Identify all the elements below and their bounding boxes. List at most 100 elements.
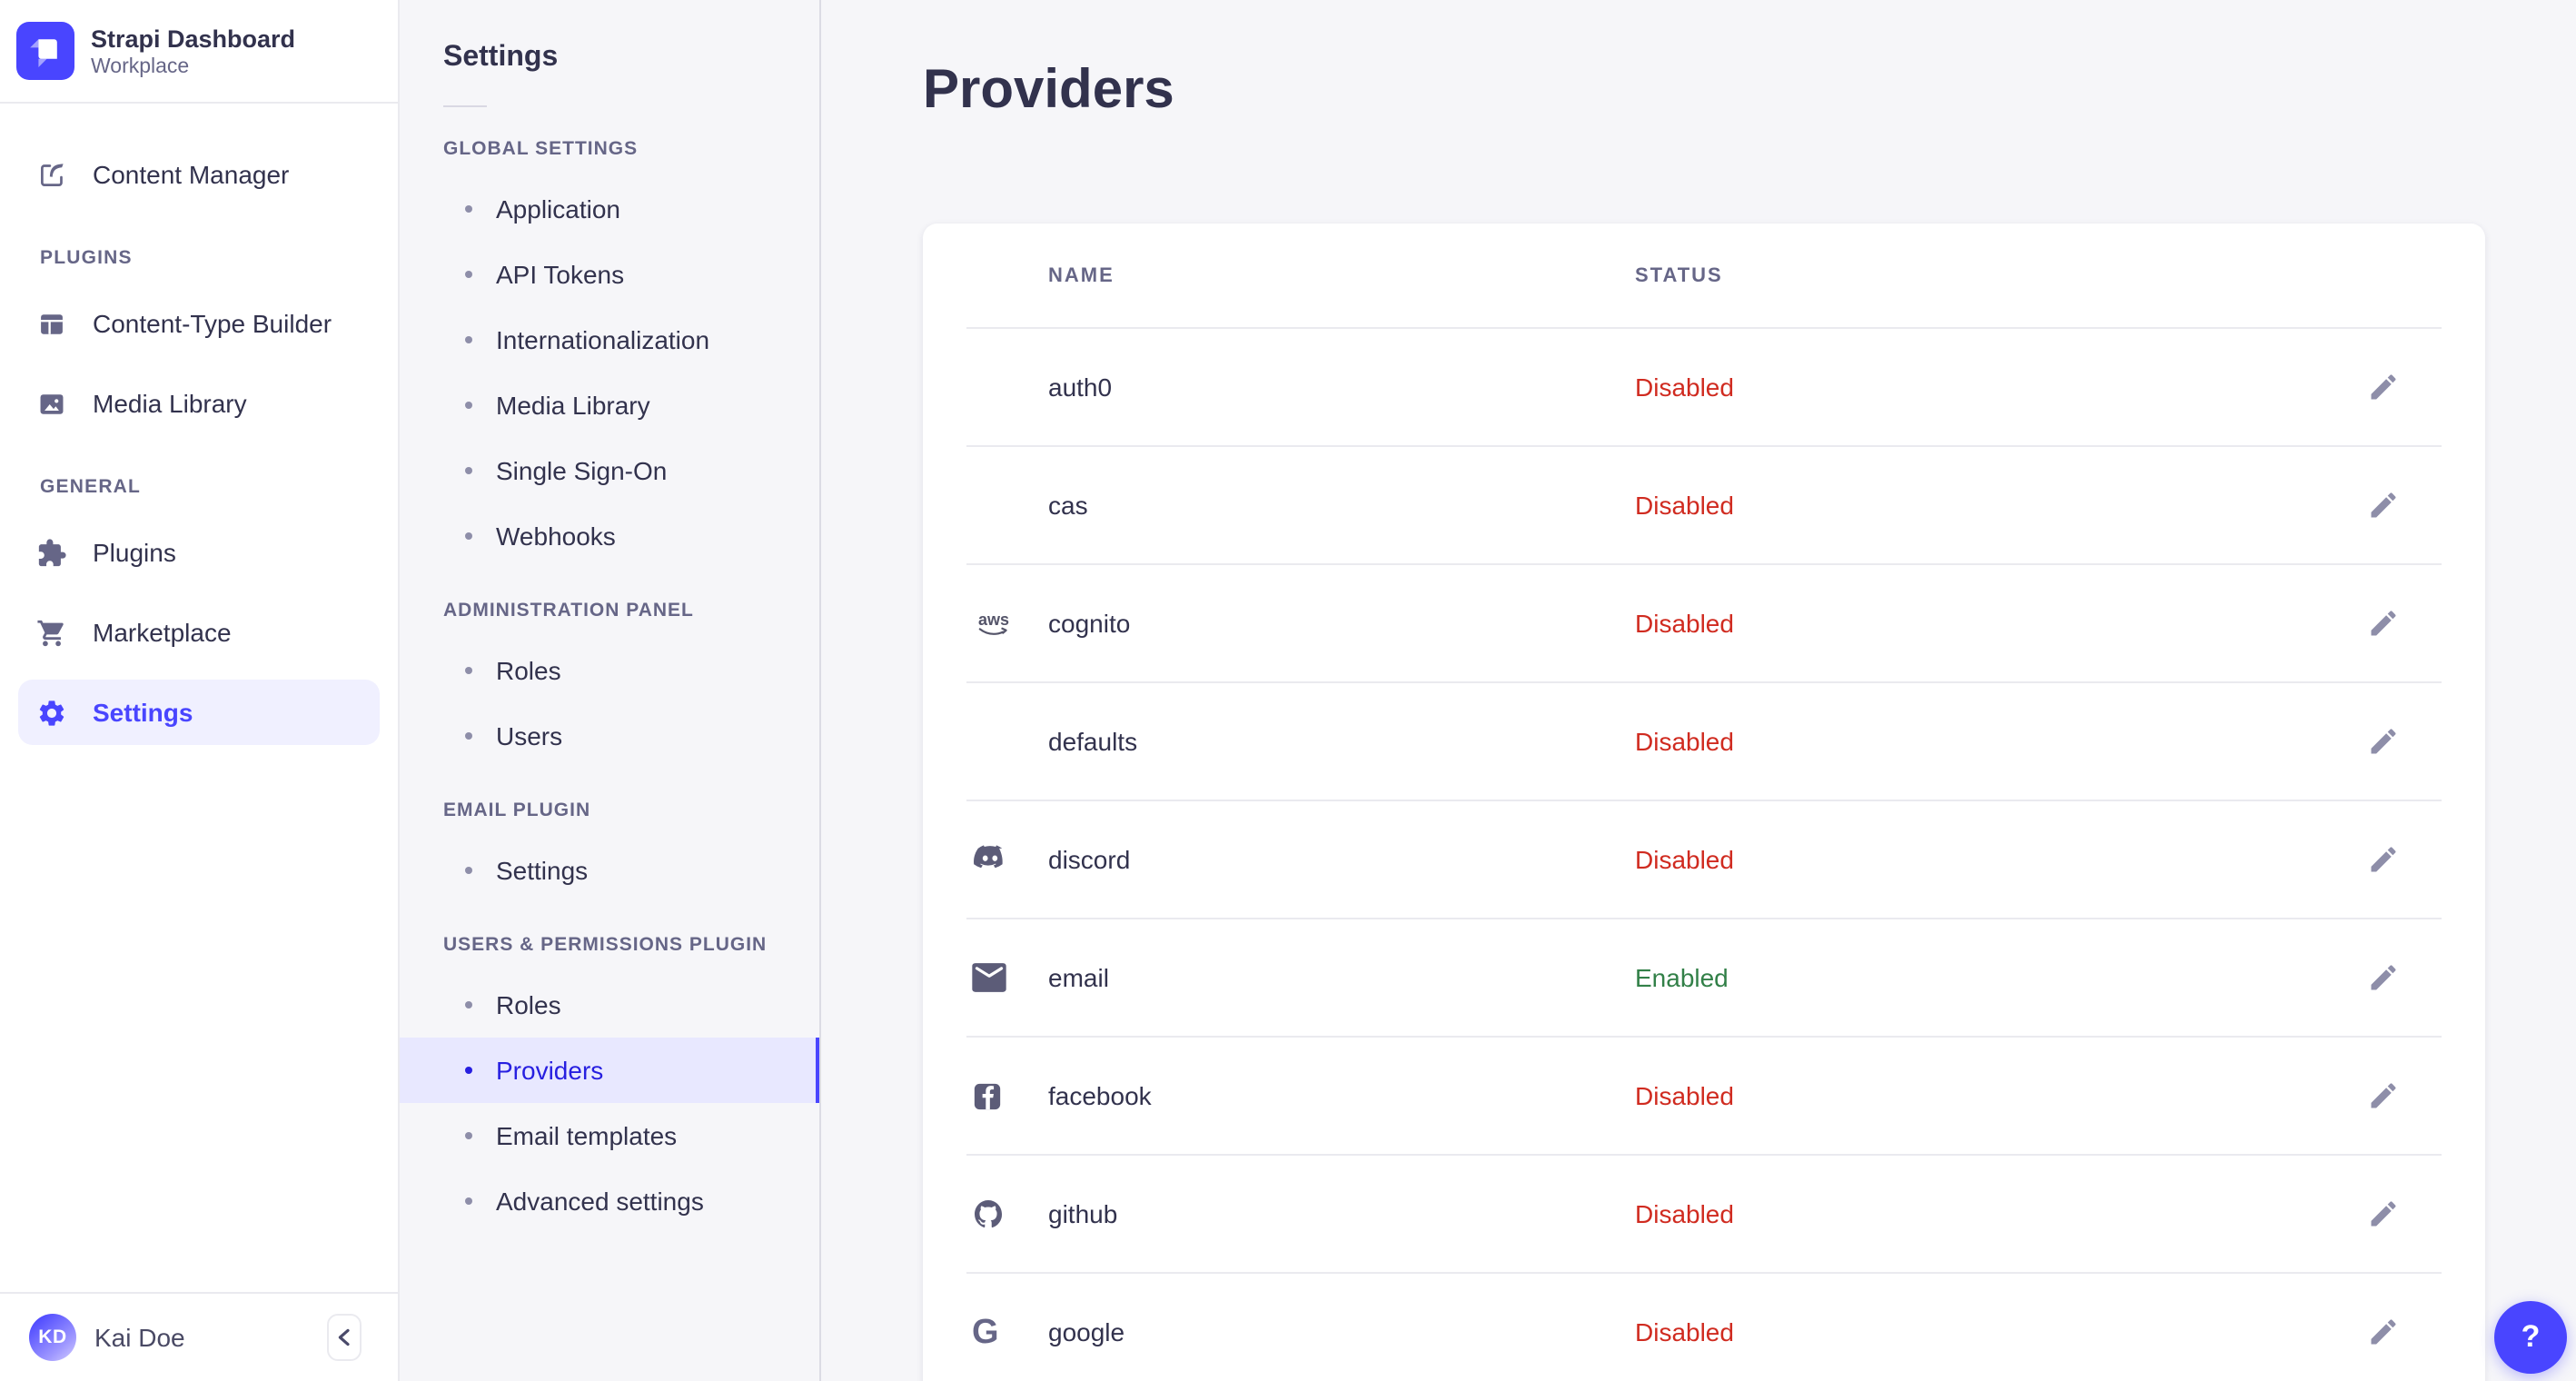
table-header: NAME STATUS [923, 224, 2485, 327]
provider-name: github [1048, 1199, 1118, 1228]
table-row-email[interactable]: email Enabled [966, 918, 2442, 1036]
nav-item-marketplace[interactable]: Marketplace [18, 600, 380, 665]
pencil-icon [2371, 374, 2396, 400]
strapi-logo-icon [16, 22, 74, 80]
pencil-icon [2371, 847, 2396, 872]
subnav-divider [443, 105, 487, 107]
chevron-left-icon [338, 1328, 350, 1346]
subnav-item-internationalization[interactable]: Internationalization [400, 307, 819, 373]
provider-name: defaults [1048, 727, 1138, 756]
nav-item-plugins[interactable]: Plugins [18, 520, 380, 585]
table-row-cognito[interactable]: aws cognito Disabled [966, 563, 2442, 681]
nav-item-label: Plugins [93, 538, 176, 567]
edit-provider-button[interactable] [2360, 954, 2407, 1001]
subnav-item-label: Roles [496, 990, 561, 1019]
provider-name: email [1048, 963, 1109, 992]
provider-icon-cell: G [966, 1315, 1048, 1349]
subnav-item-label: Webhooks [496, 522, 616, 551]
facebook-icon [974, 1082, 1001, 1109]
subnav-item-webhooks[interactable]: Webhooks [400, 503, 819, 569]
subnav-item-email-templates[interactable]: Email templates [400, 1103, 819, 1168]
user-profile-row[interactable]: KD Kai Doe [0, 1292, 398, 1381]
table-row-auth0[interactable]: auth0 Disabled [966, 327, 2442, 445]
edit-provider-button[interactable] [2360, 1308, 2407, 1356]
status-text: Disabled [1635, 609, 1734, 638]
svg-text:aws: aws [978, 610, 1009, 628]
settings-sub-sidebar: Settings GLOBAL SETTINGS Application API… [400, 0, 821, 1381]
edit-provider-button[interactable] [2360, 482, 2407, 529]
pencil-icon [2371, 729, 2396, 754]
provider-name: discord [1048, 845, 1131, 874]
workspace-brand: Strapi Dashboard Workplace [0, 0, 398, 104]
subnav-item-providers[interactable]: Providers [400, 1038, 819, 1103]
table-row-discord[interactable]: discord Disabled [966, 800, 2442, 918]
nav-item-settings[interactable]: Settings [18, 680, 380, 745]
table-body: auth0 Disabled cas Disabled aws [923, 327, 2485, 1381]
subnav-item-advanced-settings[interactable]: Advanced settings [400, 1168, 819, 1234]
subnav-item-single-sign-on[interactable]: Single Sign-On [400, 438, 819, 503]
subnav-item-label: Email templates [496, 1121, 678, 1150]
nav-item-label: Marketplace [93, 618, 232, 647]
avatar: KD [29, 1314, 76, 1361]
nav-item-label: Settings [93, 698, 193, 727]
status-text: Enabled [1635, 963, 1729, 992]
pencil-icon [2371, 1083, 2396, 1108]
subnav-item-up-roles[interactable]: Roles [400, 972, 819, 1038]
edit-provider-button[interactable] [2360, 718, 2407, 765]
subnav-item-label: Settings [496, 856, 589, 885]
pencil-icon [2371, 965, 2396, 990]
edit-provider-button[interactable] [2360, 600, 2407, 647]
nav-item-content-type-builder[interactable]: Content-Type Builder [18, 291, 380, 356]
subnav-item-admin-users[interactable]: Users [400, 703, 819, 769]
main-sidebar: Strapi Dashboard Workplace Content Manag… [0, 0, 400, 1381]
subnav-item-label: Advanced settings [496, 1187, 704, 1216]
subnav-item-api-tokens[interactable]: API Tokens [400, 242, 819, 307]
status-text: Disabled [1635, 491, 1734, 520]
help-button[interactable]: ? [2494, 1301, 2567, 1374]
cart-icon [37, 619, 64, 646]
subnav-section-header: ADMINISTRATION PANEL [443, 600, 694, 621]
subnav-title: Settings [443, 42, 559, 73]
edit-provider-button[interactable] [2360, 363, 2407, 411]
subnav-item-label: Media Library [496, 391, 650, 420]
user-name: Kai Doe [94, 1323, 185, 1352]
content-manager-icon [41, 163, 64, 185]
provider-icon-cell: aws [966, 608, 1048, 639]
table-row-google[interactable]: G google Disabled [966, 1272, 2442, 1381]
main-content: Providers NAME STATUS auth0 Disabled cas… [821, 0, 2576, 1381]
subnav-section-users-permissions-plugin: USERS & PERMISSIONS PLUGIN Roles Provide… [400, 932, 819, 1234]
table-row-facebook[interactable]: facebook Disabled [966, 1036, 2442, 1154]
edit-provider-button[interactable] [2360, 836, 2407, 883]
aws-icon: aws [978, 610, 1009, 634]
table-row-github[interactable]: github Disabled [966, 1154, 2442, 1272]
subnav-item-email-settings[interactable]: Settings [400, 838, 819, 903]
pencil-icon [2371, 611, 2396, 636]
provider-icon-cell [966, 1197, 1048, 1230]
nav-item-label: Media Library [93, 389, 247, 418]
subnav-item-admin-roles[interactable]: Roles [400, 638, 819, 703]
nav-item-content-manager[interactable]: Content Manager [18, 142, 380, 207]
subnav-item-media-library[interactable]: Media Library [400, 373, 819, 438]
provider-name: facebook [1048, 1081, 1152, 1110]
status-text: Disabled [1635, 1199, 1734, 1228]
nav-section-header-plugins: PLUGINS [40, 247, 133, 269]
nav-item-label: Content Manager [93, 160, 290, 189]
edit-provider-button[interactable] [2360, 1072, 2407, 1119]
subnav-section-header: USERS & PERMISSIONS PLUGIN [443, 934, 768, 956]
table-row-defaults[interactable]: defaults Disabled [966, 681, 2442, 800]
envelope-icon [972, 963, 1006, 992]
main-nav-list: Content Manager PLUGINS Content-Type Bui… [0, 104, 398, 1292]
edit-provider-button[interactable] [2360, 1190, 2407, 1237]
subnav-section-header: GLOBAL SETTINGS [443, 138, 639, 160]
sidebar-collapse-button[interactable] [327, 1314, 362, 1361]
page-title: Providers [923, 60, 1174, 120]
column-header-name: NAME [1048, 264, 1115, 286]
provider-name: cas [1048, 491, 1088, 520]
table-row-cas[interactable]: cas Disabled [966, 445, 2442, 563]
subnav-item-application[interactable]: Application [400, 176, 819, 242]
workspace-name: Workplace [91, 55, 190, 77]
nav-item-media-library[interactable]: Media Library [18, 371, 380, 436]
github-icon [975, 1200, 1003, 1228]
subnav-item-label: API Tokens [496, 260, 625, 289]
